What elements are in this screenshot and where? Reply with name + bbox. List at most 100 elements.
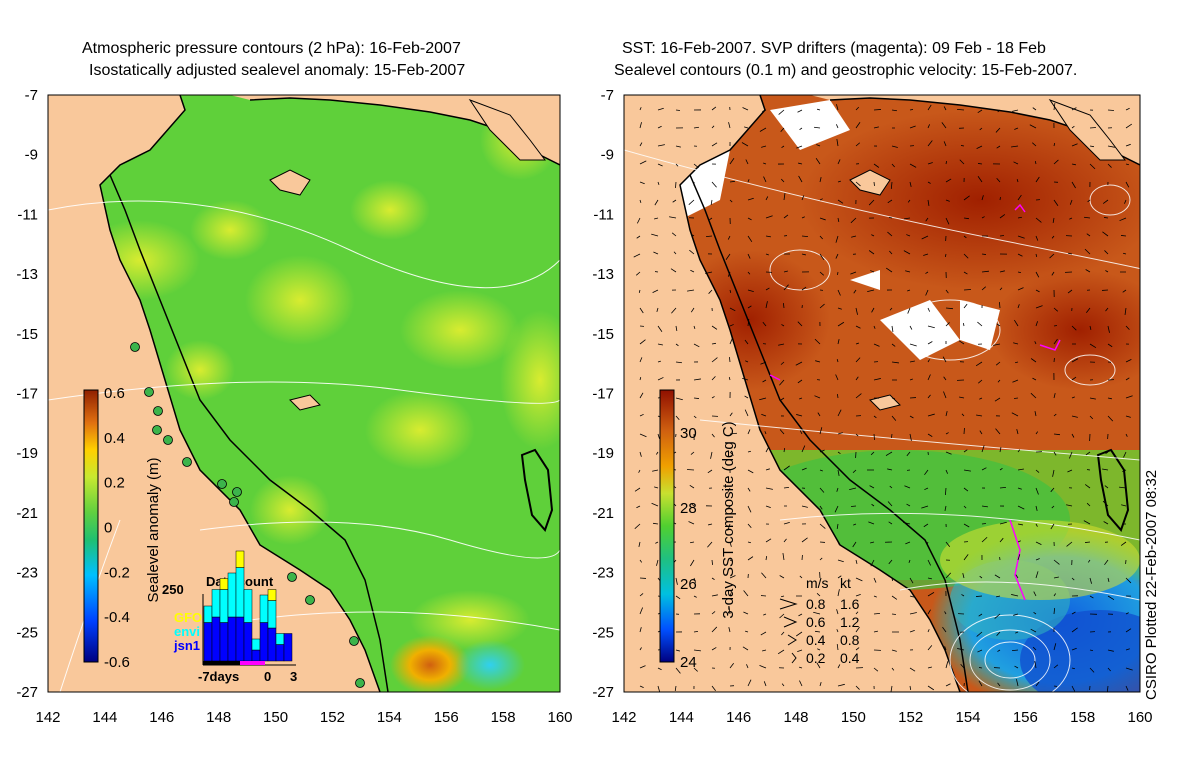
- velocity-key-header-kt: kt: [840, 575, 851, 591]
- inset-bar-jsn1: [283, 633, 293, 662]
- inset-bar-envi: [211, 589, 221, 618]
- x-tick-label: 144: [92, 709, 117, 726]
- new-guinea-landmass-sst: [810, 95, 1140, 165]
- inset-legend-item: envi: [174, 624, 200, 639]
- y-tick-label: -17: [16, 386, 38, 403]
- x-tick-label: 152: [320, 709, 345, 726]
- inset-x-label-zero: 0: [264, 669, 271, 684]
- inset-bar-envi: [227, 572, 237, 618]
- inset-bar-envi: [203, 605, 213, 623]
- x-tick-label: 156: [434, 709, 459, 726]
- inset-bar-envi: [275, 633, 285, 645]
- inset-bar-jsn1: [259, 622, 269, 662]
- left-x-axis: 142 144 146 148 150 152 154 156 158 160: [35, 709, 572, 726]
- right-map: [624, 95, 1140, 692]
- y-tick-label: -13: [16, 266, 38, 283]
- inset-bar-jsn1: [275, 644, 285, 662]
- sla-colorbar-tick: 0.2: [104, 475, 125, 492]
- velocity-key-kt: 0.8: [840, 632, 860, 648]
- sst-colorbar-tick: 26: [680, 576, 697, 593]
- x-tick-label: 144: [669, 709, 694, 726]
- australia-landmass: [48, 95, 380, 692]
- y-tick-label: -13: [592, 266, 614, 283]
- y-tick-label: -9: [25, 147, 38, 164]
- y-tick-label: -11: [17, 206, 38, 223]
- y-tick-label: -15: [592, 326, 614, 343]
- velocity-key-ms: 0.2: [806, 650, 826, 666]
- y-tick-label: -23: [16, 565, 38, 582]
- y-tick-label: -21: [16, 505, 38, 522]
- inset-legend-item: GFO: [174, 610, 202, 625]
- y-tick-label: -27: [16, 684, 38, 701]
- sla-colorbar-tick: -0.6: [104, 654, 130, 671]
- x-tick-label: 154: [377, 709, 402, 726]
- x-tick-label: 156: [1013, 709, 1038, 726]
- inset-bar-jsn1: [203, 622, 213, 662]
- left-y-axis: -7 -9 -11 -13 -15 -17 -19 -21 -23 -25 -27: [16, 87, 38, 701]
- inset-bar-gfo: [235, 550, 245, 568]
- left-map-frame: [47, 94, 561, 693]
- x-tick-label: 150: [263, 709, 288, 726]
- x-tick-label: 160: [547, 709, 572, 726]
- velocity-key-kt: 1.2: [840, 614, 860, 630]
- x-tick-label: 148: [783, 709, 808, 726]
- sla-colorbar-label: Sealevel anomaly (m): [145, 457, 162, 602]
- x-tick-label: 160: [1127, 709, 1152, 726]
- inset-bar-jsn1: [267, 627, 277, 662]
- velocity-key: m/s kt 0.8 1.6 0.6 1.2 0.4 0.8 0.2 0.4: [779, 575, 860, 666]
- inset-y-max-label: 250: [162, 582, 184, 597]
- y-tick-label: -25: [16, 624, 38, 641]
- inset-x-label-end: 3: [290, 669, 297, 684]
- velocity-key-arrow: [787, 634, 797, 646]
- left-title-line1: Atmospheric pressure contours (2 hPa): 1…: [82, 40, 461, 57]
- velocity-key-header-ms: m/s: [806, 575, 829, 591]
- velocity-key-kt: 0.4: [840, 650, 860, 666]
- inset-bar-jsn1: [235, 616, 245, 662]
- right-title-line1: SST: 16-Feb-2007. SVP drifters (magenta)…: [622, 40, 1046, 57]
- inset-bar-jsn1: [251, 649, 261, 662]
- right-title-line2: Sealevel contours (0.1 m) and geostrophi…: [614, 62, 1078, 79]
- velocity-key-ms: 0.4: [806, 632, 826, 648]
- left-title-line2: Isostatically adjusted sealevel anomaly:…: [89, 62, 466, 79]
- x-tick-label: 148: [206, 709, 231, 726]
- y-tick-label: -17: [592, 386, 614, 403]
- inset-bar-envi: [235, 567, 245, 618]
- tide-gauge-markers: [130, 342, 365, 688]
- y-tick-label: -19: [16, 445, 38, 462]
- inset-bar-envi: [251, 638, 261, 651]
- x-tick-label: 158: [1070, 709, 1095, 726]
- plot-credit: CSIRO Plotted 22-Feb-2007 08:32: [1143, 469, 1160, 700]
- y-tick-label: -19: [592, 445, 614, 462]
- y-tick-label: -11: [593, 206, 614, 223]
- velocity-key-arrow: [791, 652, 797, 664]
- sla-colorbar-tick: 0.4: [104, 430, 125, 447]
- y-tick-label: -25: [592, 624, 614, 641]
- sst-colorbar-tick: 30: [680, 425, 697, 442]
- y-tick-label: -7: [601, 87, 614, 104]
- x-tick-label: 142: [611, 709, 636, 726]
- inset-bar-envi: [219, 589, 229, 623]
- velocity-key-arrow: [783, 616, 798, 628]
- svp-drifter-tracks: [769, 203, 1061, 601]
- y-tick-label: -27: [592, 684, 614, 701]
- inset-bar-jsn1: [219, 622, 229, 662]
- inset-legend-item: jsn1: [173, 638, 200, 653]
- y-tick-label: -21: [592, 505, 614, 522]
- right-x-axis: 142 144 146 148 150 152 154 156 158 160: [611, 709, 1152, 726]
- velocity-key-ms: 0.6: [806, 614, 826, 630]
- y-tick-label: -23: [592, 565, 614, 582]
- x-tick-label: 146: [726, 709, 751, 726]
- x-tick-label: 154: [955, 709, 980, 726]
- inset-bar-jsn1: [243, 622, 253, 662]
- x-tick-label: 158: [491, 709, 516, 726]
- inset-bar-gfo: [219, 578, 229, 590]
- sla-colorbar-tick: -0.2: [104, 564, 130, 581]
- inset-bar-gfo: [267, 589, 277, 601]
- sla-colorbar-tick: 0.6: [104, 385, 125, 402]
- left-map: [48, 95, 560, 692]
- sla-colorbar-tick: -0.4: [104, 609, 130, 626]
- sla-colorbar: 0.6 0.4 0.2 0 -0.2 -0.4 -0.6 Sealevel anomaly …: [83, 385, 162, 671]
- right-map-frame: [623, 94, 1141, 693]
- inset-bar-jsn1: [211, 616, 221, 662]
